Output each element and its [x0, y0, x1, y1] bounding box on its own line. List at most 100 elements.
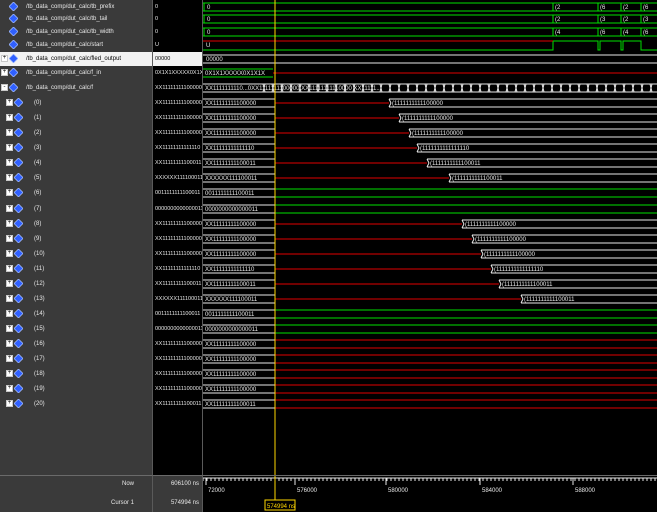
- bus-value: (1111111111100000: [484, 252, 536, 258]
- signal-row[interactable]: /tb_data_comp/dut_calc/tb_width: [0, 25, 152, 39]
- signal-row[interactable]: + (17): [0, 352, 152, 366]
- expand-toggle-icon[interactable]: +: [6, 144, 13, 151]
- expand-toggle-icon[interactable]: +: [6, 355, 13, 362]
- expand-toggle-icon[interactable]: +: [1, 55, 8, 62]
- diamond-icon: [14, 234, 23, 243]
- signal-row[interactable]: + (4): [0, 156, 152, 170]
- signal-value: XX11111111100000: [155, 386, 202, 392]
- signal-row[interactable]: + (15): [0, 322, 152, 336]
- cursor-flag[interactable]: [264, 499, 296, 511]
- signal-row[interactable]: + (16): [0, 337, 152, 351]
- time-ruler[interactable]: 72000 576000 580000 584000 588000 574994 ns: [202, 475, 657, 512]
- time-ruler-canvas[interactable]: 72000 576000 580000 584000 588000 574994 ns: [202, 476, 657, 512]
- bus-value: XX1111111110...0XX1111111100000 XX111111…: [205, 86, 382, 92]
- signal-row[interactable]: + (9): [0, 232, 152, 246]
- diamond-icon: [9, 14, 18, 23]
- bus-value: XX11111111100000: [205, 387, 257, 393]
- signal-value: 0011111111100011: [155, 311, 201, 317]
- expand-toggle-icon[interactable]: +: [6, 370, 13, 377]
- bus-transition: [550, 83, 554, 93]
- signal-row[interactable]: /tb_data_comp/dut_calc/start: [0, 38, 152, 52]
- expand-toggle-icon[interactable]: +: [6, 174, 13, 181]
- bus-transition: [406, 83, 410, 93]
- signal-row[interactable]: + (20): [0, 397, 152, 411]
- signal-row[interactable]: + (12): [0, 277, 152, 291]
- signal-row[interactable]: + (7): [0, 202, 152, 216]
- cursor-label: Cursor 1: [110, 500, 134, 506]
- bus-value: XX11111111100011: [205, 161, 256, 167]
- signal-row[interactable]: + (6): [0, 186, 152, 200]
- signal-row[interactable]: + (1): [0, 111, 152, 125]
- collapse-toggle-icon[interactable]: -: [1, 84, 8, 91]
- signal-value: XX11111111100011: [155, 281, 202, 287]
- diamond-icon: [14, 384, 23, 393]
- signal-value: XX11111111100000: [155, 221, 202, 227]
- expand-toggle-icon[interactable]: +: [6, 295, 13, 302]
- signal-row[interactable]: + (11): [0, 262, 152, 276]
- signal-value-panel[interactable]: 0 0 0 U 00000 0X1X1XXXXX0X1X1 XX11111111100000…: [152, 0, 202, 475]
- signal-row[interactable]: + (2): [0, 126, 152, 140]
- signal-row[interactable]: + (10): [0, 247, 152, 261]
- expand-toggle-icon[interactable]: +: [6, 205, 13, 212]
- signal-row[interactable]: + /tb_data_comp/dut_calc/fled_output: [0, 52, 152, 66]
- bus-value: (1111111111100000: [465, 222, 517, 228]
- signal-row[interactable]: + /tb_data_comp/dut_calc/f_in: [0, 66, 152, 80]
- bus-value: (2: [555, 5, 561, 11]
- expand-toggle-icon[interactable]: +: [6, 189, 13, 196]
- signal-row[interactable]: /tb_data_comp/dut_calc/tb_prefix: [0, 0, 152, 14]
- signal-row[interactable]: + (5): [0, 171, 152, 185]
- expand-toggle-icon[interactable]: +: [6, 400, 13, 407]
- signal-row[interactable]: + (13): [0, 292, 152, 306]
- waveform-area[interactable]: 0 (2 (6 (2 (6 0 (2 (3 (2 (3 0 (4 (6 (4 (6 U 00000 0X1X1XX…: [202, 0, 657, 475]
- expand-toggle-icon[interactable]: +: [6, 265, 13, 272]
- signal-row[interactable]: + (3): [0, 141, 152, 155]
- expand-toggle-icon[interactable]: +: [6, 159, 13, 166]
- bus-transition: [613, 83, 617, 93]
- expand-toggle-icon[interactable]: +: [1, 69, 8, 76]
- expand-toggle-icon[interactable]: +: [6, 340, 13, 347]
- signal-row[interactable]: + (18): [0, 367, 152, 381]
- bus-value: (1111111111100011: [502, 282, 553, 288]
- signal-row[interactable]: /tb_data_comp/dut_calc/tb_tail: [0, 12, 152, 26]
- signal-name-panel[interactable]: /tb_data_comp/dut_calc/tb_prefix/tb_data…: [0, 0, 152, 475]
- diamond-icon: [14, 158, 23, 167]
- diamond-icon: [14, 188, 23, 197]
- signal-row[interactable]: + (19): [0, 382, 152, 396]
- bus-edge: [388, 102, 392, 108]
- bus-edge: [408, 132, 412, 138]
- expand-toggle-icon[interactable]: +: [6, 280, 13, 287]
- bus-value: 0011111111100011: [205, 312, 255, 318]
- expand-toggle-icon[interactable]: +: [6, 99, 13, 106]
- bus-transition: [532, 83, 536, 93]
- expand-toggle-icon[interactable]: +: [6, 385, 13, 392]
- signal-value: 00000: [153, 52, 202, 66]
- expand-toggle-icon[interactable]: +: [6, 310, 13, 317]
- expand-toggle-icon[interactable]: +: [6, 250, 13, 257]
- bus-transition: [361, 83, 365, 93]
- diamond-icon: [14, 113, 23, 122]
- expand-toggle-icon[interactable]: +: [6, 220, 13, 227]
- signal-row[interactable]: + (14): [0, 307, 152, 321]
- bus-value: XX11111111100000: [205, 222, 257, 228]
- expand-toggle-icon[interactable]: +: [6, 129, 13, 136]
- signal-row[interactable]: - /tb_data_comp/dut_calc/f: [0, 81, 152, 95]
- bus-transition: [262, 83, 266, 93]
- diamond-icon: [14, 309, 23, 318]
- signal-name: (19): [34, 386, 45, 392]
- signal-name: /tb_data_comp/dut_calc/tb_width: [26, 29, 114, 35]
- expand-toggle-icon[interactable]: +: [6, 235, 13, 242]
- signal-row[interactable]: + (8): [0, 217, 152, 231]
- bus-value: XX11111111111110: [205, 146, 255, 152]
- expand-toggle-icon[interactable]: +: [6, 114, 13, 121]
- bus-value: (1111111111100000: [475, 237, 527, 243]
- signal-value: 0000000000000011: [155, 206, 202, 212]
- bus-transition: [415, 83, 419, 93]
- diamond-icon: [14, 294, 23, 303]
- waveform-canvas[interactable]: 0 (2 (6 (2 (6 0 (2 (3 (2 (3 0 (4 (6 (4 (6 U 00000 0X1X1XX…: [203, 0, 657, 475]
- bus-value: (3: [643, 17, 649, 23]
- bus-edge: [388, 98, 392, 104]
- bus-edge: [398, 113, 402, 119]
- expand-toggle-icon[interactable]: +: [6, 325, 13, 332]
- signal-row[interactable]: + (0): [0, 96, 152, 110]
